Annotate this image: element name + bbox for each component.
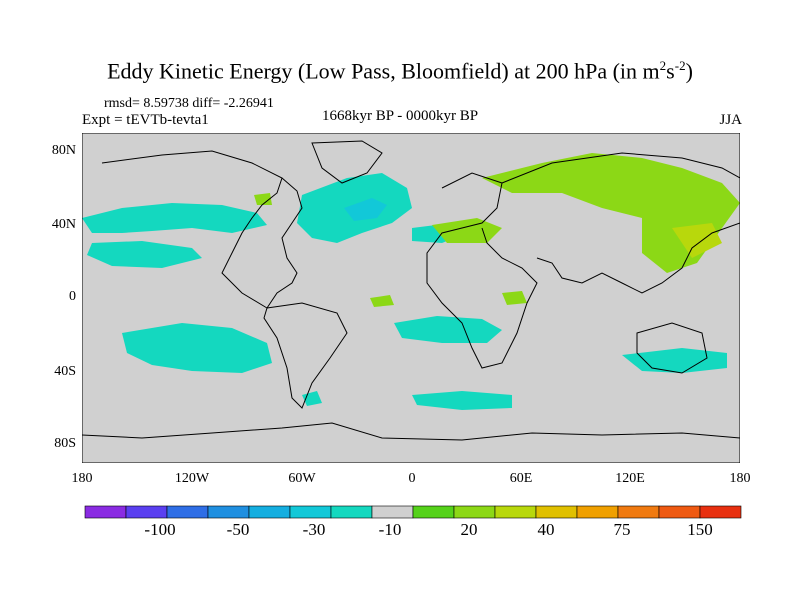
- x-tick-label: 60W: [288, 471, 316, 486]
- period-label: 1668kyr BP - 0000kyr BP: [322, 108, 479, 124]
- colorbar-swatch: [617, 505, 660, 519]
- x-tick-label: 180: [729, 471, 751, 486]
- colorbar-label: -100: [144, 520, 176, 539]
- south-pacific-region: [122, 323, 272, 373]
- colorbar-swatch: [371, 505, 414, 519]
- colorbar-swatch: [248, 505, 291, 519]
- colorbar-swatch: [125, 505, 168, 519]
- east-asia-core: [672, 223, 722, 258]
- australia-south-region: [622, 348, 727, 373]
- colorbar-label: 150: [687, 520, 713, 539]
- colorbar-swatch: [453, 505, 496, 519]
- europe-africa-coast: [426, 172, 538, 369]
- x-tick-label: 120W: [174, 471, 210, 486]
- y-tick-label: 80N: [51, 143, 76, 158]
- title-close: ): [685, 58, 693, 84]
- colorbar-swatch: [330, 505, 373, 519]
- tropical-atlantic-region: [370, 295, 394, 307]
- title-superscript: 2: [659, 58, 667, 73]
- colorbar: [84, 505, 742, 519]
- title-unit: s: [666, 58, 675, 84]
- title-superscript-2: -2: [674, 58, 686, 73]
- x-tick-label: 180: [71, 471, 93, 486]
- colorbar-label: -30: [302, 520, 326, 539]
- season-label: JJA: [719, 112, 742, 128]
- colorbar-label: -50: [226, 520, 250, 539]
- colorbar-label: -10: [378, 520, 402, 539]
- north-pacific-region-2: [87, 241, 202, 268]
- north-atlantic-core: [344, 198, 387, 221]
- world-map-plot: [82, 133, 740, 463]
- colorbar-swatch: [494, 505, 537, 519]
- title-text: Eddy Kinetic Energy (Low Pass, Bloomfiel…: [107, 58, 660, 84]
- x-tick-label: 120E: [615, 471, 645, 486]
- negative-anomaly-regions: [82, 173, 727, 410]
- experiment-label: Expt = tEVTb-tevta1: [82, 112, 209, 128]
- north-america-coast: [101, 150, 303, 309]
- colorbar-swatch: [412, 505, 455, 519]
- colorbar-swatch: [289, 505, 332, 519]
- colorbar-label: 40: [537, 520, 555, 539]
- colorbar-label: 20: [460, 520, 478, 539]
- x-tick-label: 60E: [509, 471, 533, 486]
- indian-ocean-region: [412, 391, 512, 410]
- coastlines: [82, 140, 740, 441]
- greenland-coast: [311, 140, 383, 184]
- chart-title: Eddy Kinetic Energy (Low Pass, Bloomfiel…: [0, 58, 800, 84]
- colorbar-swatch: [84, 505, 127, 519]
- south-atlantic-region: [394, 316, 502, 343]
- australia-coast: [636, 322, 708, 374]
- colorbar-swatch: [699, 505, 742, 519]
- eurasia-north-region: [482, 153, 740, 273]
- colorbar-swatch: [576, 505, 619, 519]
- x-tick-label: 0: [408, 471, 416, 486]
- y-tick-label: 80S: [54, 436, 76, 451]
- south-america-coast: [263, 302, 348, 409]
- north-pacific-region: [82, 203, 267, 233]
- asia-coast: [501, 152, 740, 294]
- colorbar-swatch: [658, 505, 701, 519]
- colorbar-swatch: [166, 505, 209, 519]
- y-tick-label: 0: [69, 289, 76, 304]
- stronger-negative-regions: [344, 198, 387, 221]
- positive-anomaly-regions: [254, 153, 740, 307]
- stats-label: rmsd= 8.59738 diff= -2.26941: [104, 96, 274, 111]
- antarctica-coast: [82, 422, 740, 441]
- colorbar-swatch: [535, 505, 578, 519]
- colorbar-label: 75: [613, 520, 631, 539]
- stronger-positive-regions: [672, 223, 722, 258]
- africa-region: [502, 291, 527, 305]
- y-tick-label: 40N: [51, 217, 76, 232]
- colorbar-swatch: [207, 505, 250, 519]
- y-tick-label: 40S: [54, 364, 76, 379]
- north-america-spot: [254, 193, 272, 205]
